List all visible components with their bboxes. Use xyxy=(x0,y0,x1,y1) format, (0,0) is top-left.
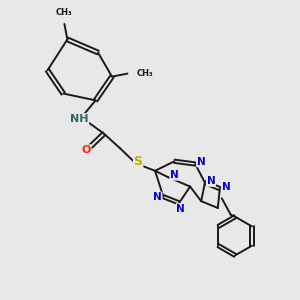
Text: O: O xyxy=(81,145,91,155)
Text: S: S xyxy=(134,155,142,168)
Text: N: N xyxy=(207,176,215,186)
Text: N: N xyxy=(170,170,179,180)
Text: NH: NH xyxy=(70,114,88,124)
Text: N: N xyxy=(153,192,162,202)
Text: N: N xyxy=(222,182,231,192)
Text: N: N xyxy=(197,157,206,166)
Text: CH₃: CH₃ xyxy=(56,8,73,16)
Text: N: N xyxy=(176,204,185,214)
Text: CH₃: CH₃ xyxy=(136,69,153,78)
